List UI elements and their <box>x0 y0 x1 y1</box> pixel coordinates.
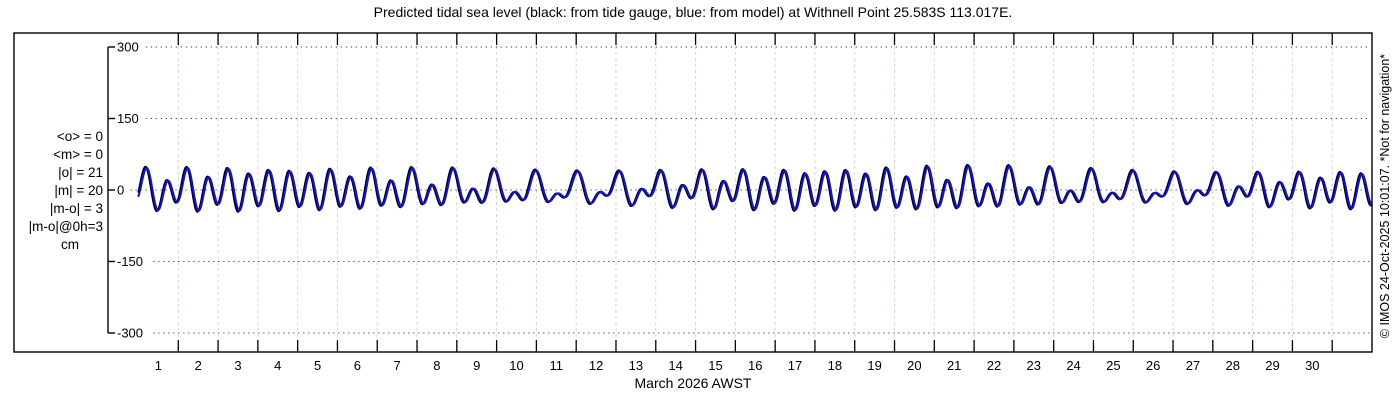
day-tick-label: 4 <box>274 358 281 373</box>
stat-abs-diff: |m-o| = 3 <box>50 201 103 216</box>
day-tick-label: 24 <box>1066 358 1080 373</box>
x-axis-label: March 2026 AWST <box>635 375 752 391</box>
y-tick-label: 0 <box>117 183 124 198</box>
day-tick-label: 30 <box>1305 358 1319 373</box>
day-tick-label: 15 <box>708 358 722 373</box>
stat-abs-model: |m| = 20 <box>54 183 103 198</box>
day-tick-label: 14 <box>668 358 682 373</box>
model-curve <box>137 165 1373 212</box>
y-tick-label: -150 <box>117 254 143 269</box>
day-tick-label: 20 <box>907 358 921 373</box>
day-tick-label: 29 <box>1265 358 1279 373</box>
day-tick-label: 7 <box>394 358 401 373</box>
stat-mean-model: <m> = 0 <box>53 147 103 162</box>
day-tick-label: 3 <box>234 358 241 373</box>
day-tick-label: 28 <box>1225 358 1239 373</box>
tide-curves <box>137 163 1373 213</box>
stat-diff-at-0h: |m-o|@0h=3 <box>29 219 103 234</box>
day-tick-label: 11 <box>550 358 564 373</box>
day-tick-label: 9 <box>473 358 480 373</box>
day-tick-label: 2 <box>195 358 202 373</box>
day-gridlines <box>177 34 1333 351</box>
day-tick-label: 10 <box>509 358 523 373</box>
chart-title: Predicted tidal sea level (black: from t… <box>374 4 1013 20</box>
day-tick-label: 27 <box>1186 358 1200 373</box>
y-axis: 300 150 0 -150 -300 <box>107 40 143 341</box>
day-tick-label: 19 <box>867 358 881 373</box>
imos-attribution-watermark: © IMOS 24-Oct-2025 10:01:07. *Not for na… <box>1378 54 1392 338</box>
stat-abs-obs: |o| = 21 <box>58 165 103 180</box>
day-tick-label: 26 <box>1146 358 1160 373</box>
day-tick-label: 21 <box>947 358 961 373</box>
day-tick-label: 12 <box>589 358 603 373</box>
y-tick-label: -300 <box>117 326 143 341</box>
day-tick-label: 23 <box>1027 358 1041 373</box>
stat-units: cm <box>61 237 79 252</box>
day-tick-label: 17 <box>788 358 802 373</box>
y-tick-label: 150 <box>117 111 139 126</box>
y-tick-label: 300 <box>117 40 139 55</box>
level-gridlines <box>130 46 1370 334</box>
day-tick-label: 5 <box>314 358 321 373</box>
day-tick-label: 22 <box>987 358 1001 373</box>
day-tick-label: 8 <box>433 358 440 373</box>
stats-panel: <o> = 0 <m> = 0 |o| = 21 |m| = 20 |m-o| … <box>29 129 103 252</box>
day-tick-label: 6 <box>354 358 361 373</box>
day-tick-label: 1 <box>155 358 162 373</box>
day-tick-label: 13 <box>629 358 643 373</box>
stat-mean-obs: <o> = 0 <box>57 129 103 144</box>
plot-frame <box>13 32 1373 353</box>
day-tick-label: 16 <box>748 358 762 373</box>
x-axis-ticks <box>177 33 1333 352</box>
day-tick-label: 18 <box>828 358 842 373</box>
day-tick-label: 25 <box>1106 358 1120 373</box>
day-tick-labels: 1 2 3 4 5 6 7 8 9 10 11 12 13 14 15 16 17 18 19 20 21 22 23 24 2… <box>155 358 1320 373</box>
